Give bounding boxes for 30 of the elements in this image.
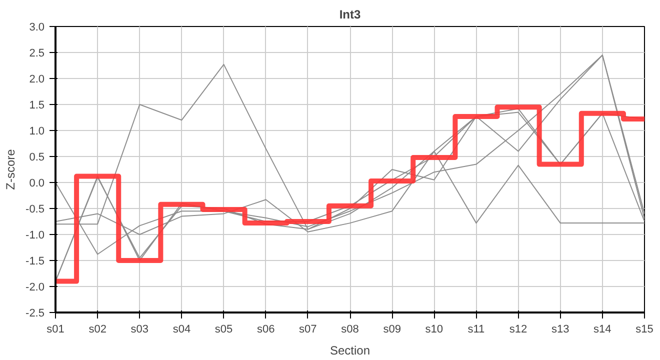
x-tick-label: s01 (46, 324, 64, 336)
y-tick-label: 1.5 (29, 100, 45, 112)
y-tick-label: 0.0 (29, 178, 45, 190)
x-tick-label: s03 (130, 324, 149, 336)
y-tick-label: -1.0 (26, 230, 45, 242)
x-tick-label: s05 (214, 324, 233, 336)
y-tick-label: -1.5 (26, 256, 45, 268)
x-tick-label: s13 (551, 324, 570, 336)
y-axis-title: Z-score (4, 148, 18, 190)
x-tick-label: s14 (594, 324, 612, 336)
chart-title: Int3 (339, 8, 361, 22)
y-tick-label: -2.0 (26, 282, 45, 294)
y-tick-label: 2.0 (29, 74, 45, 86)
x-tick-label: s10 (425, 324, 444, 336)
x-tick-label: s08 (341, 324, 359, 336)
y-tick-label: 2.5 (29, 48, 45, 60)
x-tick-label: s11 (468, 324, 485, 336)
y-tick-label: -0.5 (26, 204, 45, 216)
x-axis-title: Section (330, 344, 370, 358)
x-tick-label: s07 (299, 324, 317, 336)
x-tick-label: s04 (172, 324, 191, 336)
y-tick-label: 0.5 (29, 152, 45, 164)
x-tick-label: s06 (256, 324, 275, 336)
y-tick-label: -2.5 (26, 308, 45, 320)
x-tick-label: s09 (383, 324, 401, 336)
y-tick-label: 3.0 (29, 22, 45, 34)
x-tick-label: s12 (509, 324, 528, 336)
x-tick-label: s02 (88, 324, 106, 336)
x-tick-label: s15 (636, 324, 654, 336)
y-tick-label: 1.0 (29, 126, 45, 138)
